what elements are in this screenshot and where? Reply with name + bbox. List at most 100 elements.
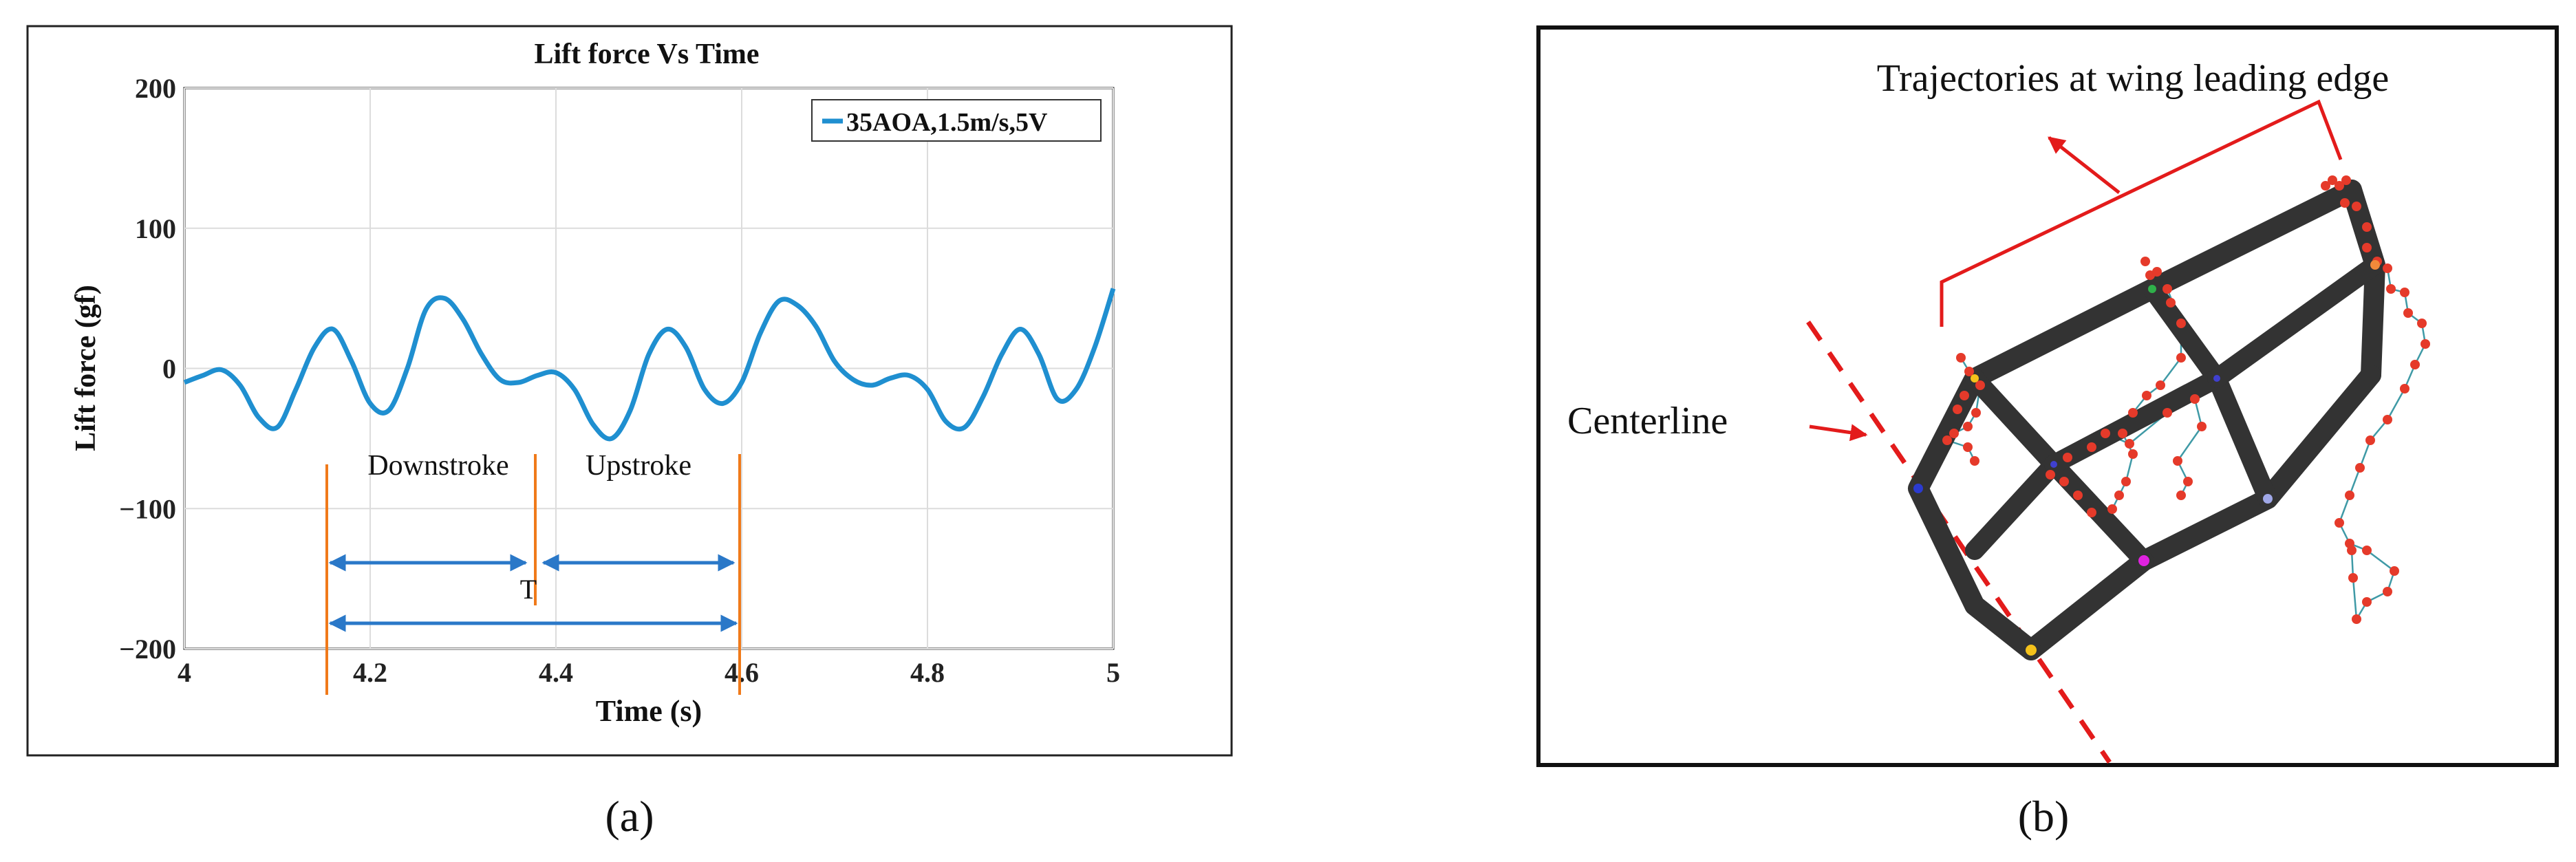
trajectory-marker xyxy=(2087,508,2096,517)
trajectory-marker xyxy=(2362,597,2372,607)
centerline xyxy=(1806,321,2112,764)
trajectory-marker xyxy=(2128,408,2138,418)
joint-marker xyxy=(2050,461,2057,468)
legend-label: 35AOA,1.5m/s,5V xyxy=(846,108,1048,137)
trajectory-marker xyxy=(2334,518,2344,528)
y-tick-label: −100 xyxy=(119,493,176,524)
trajectory-marker xyxy=(2073,491,2083,500)
panel-a: Lift force Vs Time 4 4.2 4.4 4.6 4.8 5 200 100… xyxy=(26,25,1233,841)
panel-b-frame xyxy=(1536,25,2559,767)
x-tick-label: 4 xyxy=(178,657,191,688)
series-line-lift-force xyxy=(183,288,1116,442)
trajectory-marker xyxy=(2362,222,2372,232)
trajectory-marker xyxy=(2140,257,2150,266)
trajectory-marker xyxy=(2410,360,2420,369)
trajectory-marker xyxy=(2183,477,2193,486)
legend: 35AOA,1.5m/s,5V xyxy=(811,99,1102,142)
trajectory-marker xyxy=(2118,429,2127,438)
trajectory-marker xyxy=(2059,477,2069,486)
x-tick-label: 4.8 xyxy=(910,657,945,688)
trajectory-bracket xyxy=(1940,99,2343,327)
joint-marker xyxy=(2026,645,2037,656)
wing-root-edge xyxy=(1908,368,2041,660)
trajectory-marker xyxy=(1963,422,1973,431)
trajectory-marker xyxy=(2046,470,2055,480)
trajectory-marker xyxy=(2352,202,2361,211)
x-tick-label: 4.2 xyxy=(353,657,387,688)
trajectory-marker xyxy=(2341,175,2351,185)
trajectory-marker xyxy=(2107,504,2117,514)
trajectory-marker xyxy=(1960,391,1969,400)
trajectory-marker xyxy=(2128,449,2138,459)
trajectory-marker xyxy=(2114,491,2124,500)
upstroke-label: Upstroke xyxy=(586,450,691,482)
trajectory-heading: Trajectories at wing leading edge xyxy=(1877,57,2389,100)
trajectory-marker xyxy=(2383,415,2392,424)
trajectory-marker xyxy=(2166,298,2176,308)
trajectory-marker xyxy=(2417,319,2427,328)
trajectory-marker xyxy=(2334,181,2344,191)
joint-marker xyxy=(2263,494,2273,504)
trajectory-marker xyxy=(1970,456,1979,466)
trajectory-marker xyxy=(2162,408,2172,418)
stroke-annotation: Downstroke Upstroke T xyxy=(325,450,741,695)
trajectory-marker xyxy=(2352,614,2361,624)
trajectory-marker xyxy=(2190,394,2200,404)
caption-a: (a) xyxy=(605,792,654,841)
period-label: T xyxy=(520,574,537,605)
trajectory-markers xyxy=(1942,175,2430,624)
centerline-pointer xyxy=(1809,424,1868,442)
wing-rib-2 xyxy=(2044,369,2226,474)
trajectory-marker xyxy=(2400,288,2409,297)
trajectory-marker xyxy=(2403,308,2413,318)
joint-marker xyxy=(2148,285,2156,293)
trajectory-marker xyxy=(2101,429,2110,438)
joint-marker xyxy=(2213,375,2220,382)
trajectory-marker xyxy=(2365,435,2375,445)
joint-marker xyxy=(1971,374,1979,382)
chart-title: Lift force Vs Time xyxy=(534,39,759,70)
x-axis-label: Time (s) xyxy=(596,694,702,728)
trajectory-marker xyxy=(1964,367,1974,376)
trajectory-marker xyxy=(2347,546,2357,555)
grid-lines xyxy=(184,87,1114,649)
trajectory-marker xyxy=(2197,422,2207,431)
y-tick-label: 100 xyxy=(135,213,176,244)
wing-spar-3 xyxy=(2143,279,2226,388)
joint-marker xyxy=(1913,484,1923,493)
downstroke-label: Downstroke xyxy=(367,450,508,482)
trajectory-marker xyxy=(2421,339,2430,349)
trajectory-marker xyxy=(2176,491,2186,500)
trajectory-marker xyxy=(2125,439,2134,449)
x-tick-label: 5 xyxy=(1106,657,1120,688)
trajectory-marker xyxy=(2087,442,2096,452)
trajectory-marker xyxy=(2345,491,2354,500)
wing-trailing-edge xyxy=(2021,365,2381,660)
y-tick-labels: 200 100 0 −100 −200 xyxy=(119,73,176,665)
centerline-label: Centerline xyxy=(1567,400,1728,442)
wing-rib-3 xyxy=(2207,255,2385,388)
trajectory-marker xyxy=(2383,587,2392,596)
trajectory-marker xyxy=(2162,284,2172,294)
joint-markers xyxy=(1913,260,2380,656)
trajectory-marker xyxy=(2176,353,2186,363)
trajectory-marker xyxy=(1975,380,1985,390)
trajectory-marker xyxy=(1963,442,1973,452)
y-tick-label: 0 xyxy=(162,354,176,385)
trajectory-marker xyxy=(2173,456,2182,466)
trajectory-marker xyxy=(2063,453,2072,462)
y-tick-label: 200 xyxy=(135,73,176,104)
trajectory-pointer xyxy=(2048,136,2121,194)
trajectory-marker xyxy=(2321,181,2330,191)
trajectory-marker xyxy=(1942,435,1952,445)
wing-rib-1 xyxy=(1965,455,2063,560)
wing-spar-2 xyxy=(2044,455,2154,570)
trajectory-marker xyxy=(1971,408,1981,418)
x-tick-label: 4.4 xyxy=(539,657,573,688)
joint-marker xyxy=(2370,260,2380,270)
trajectory-marker xyxy=(2362,243,2372,252)
legend-box xyxy=(811,99,1102,142)
trajectory-marker xyxy=(2156,380,2165,390)
caption-b: (b) xyxy=(2018,792,2070,841)
